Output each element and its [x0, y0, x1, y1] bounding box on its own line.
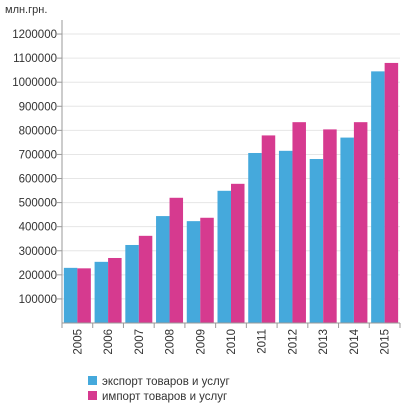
y-axis-ticks: 100000 200000 300000 400000 500000 600000 7000…	[12, 29, 62, 306]
x-tick-label: 2013	[318, 329, 330, 355]
bar-import-2005	[77, 268, 91, 323]
y-tick-label: 400000	[19, 222, 57, 234]
bar-import-2007	[138, 235, 153, 323]
y-tick-label: 200000	[19, 270, 57, 282]
y-tick-label: 800000	[19, 125, 57, 137]
legend-label-export: экспорт товаров и услуг	[102, 376, 230, 388]
bar-import-2015	[384, 62, 399, 323]
legend-swatch-export	[88, 376, 97, 385]
bar-import-2011	[261, 135, 276, 323]
legend: экспорт товаров и услуг импорт товаров и …	[88, 376, 230, 403]
bar-export-2014	[340, 137, 354, 323]
bar-export-2005	[63, 267, 78, 323]
bar-export-2010	[217, 190, 231, 323]
x-tick-label: 2010	[226, 329, 238, 355]
x-tick-label: 2008	[165, 329, 177, 355]
x-tick-label: 2011	[257, 329, 269, 354]
x-tick-label: 2006	[103, 329, 115, 355]
y-tick-label: 1100000	[13, 53, 57, 65]
bar-export-2009	[186, 221, 201, 323]
bar-export-2013	[309, 159, 324, 323]
legend-swatch-import	[88, 391, 97, 400]
bar-import-2008	[169, 197, 184, 323]
y-tick-label: 100000	[19, 294, 57, 306]
bar-export-2007	[125, 244, 139, 323]
x-tick-label: 2007	[134, 329, 146, 355]
y-tick-label: 1000000	[12, 77, 57, 89]
y-axis-unit-label: млн.грн.	[5, 4, 47, 16]
bar-import-2006	[108, 257, 122, 323]
bar-export-2011	[248, 152, 262, 323]
axes	[61, 20, 400, 324]
x-tick-label: 2012	[287, 329, 299, 355]
y-tick-label: 500000	[19, 198, 57, 210]
bar-import-2014	[353, 122, 368, 324]
bar-import-2009	[200, 217, 214, 323]
bar-import-2013	[323, 129, 337, 323]
x-axis-ticks: 2005 2006 2007 2008 2009 2010 2011 2012 2013 2014…	[61, 323, 401, 355]
x-tick-label: 2009	[195, 329, 207, 355]
bar-export-2012	[278, 150, 293, 323]
x-tick-label: 2005	[72, 329, 84, 355]
bar-export-2008	[156, 216, 170, 323]
bars	[63, 62, 399, 324]
y-tick-label: 700000	[19, 149, 57, 161]
bar-import-2010	[231, 183, 245, 323]
y-tick-label: 600000	[19, 174, 57, 186]
x-tick-label: 2015	[380, 329, 392, 355]
x-tick-label: 2014	[349, 328, 361, 354]
y-tick-label: 1200000	[12, 29, 57, 41]
y-tick-label: 900000	[19, 101, 57, 113]
bar-import-2012	[292, 122, 306, 324]
y-tick-label: 300000	[19, 246, 57, 258]
bar-export-2015	[371, 71, 385, 323]
legend-label-import: импорт товаров и услуг	[102, 391, 227, 403]
bar-export-2006	[94, 261, 109, 323]
